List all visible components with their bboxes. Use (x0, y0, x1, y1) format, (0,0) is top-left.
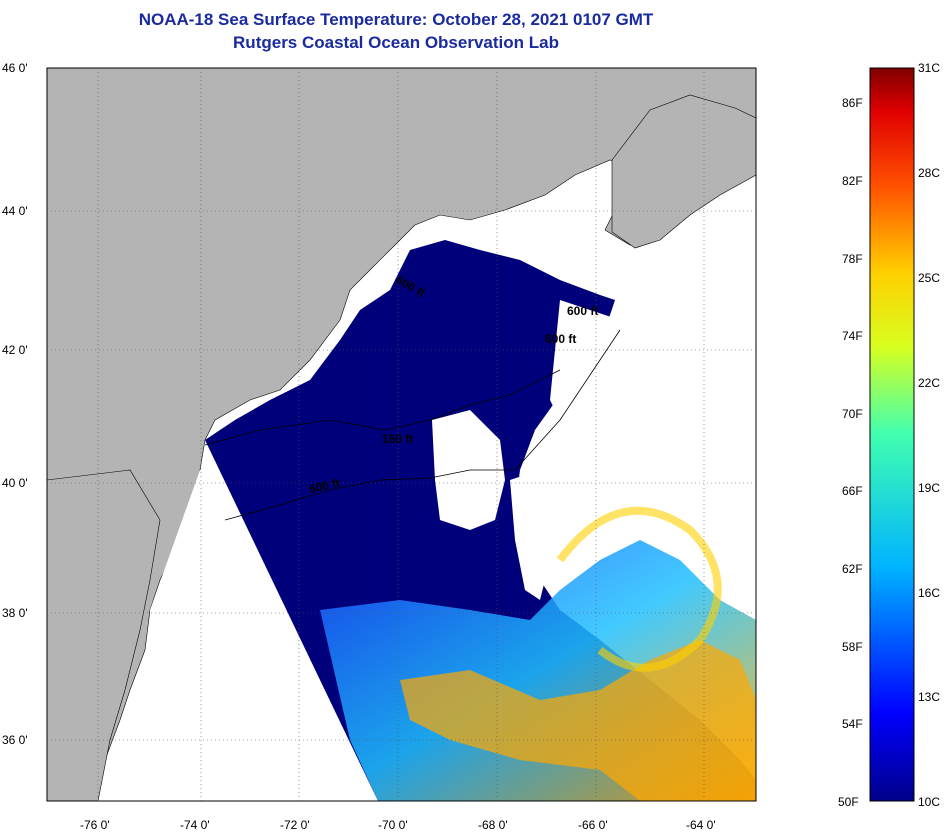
colorbar-c-label: 28C (918, 166, 941, 180)
colorbar-f-label: 74F (842, 329, 863, 343)
colorbar-c-label: 16C (918, 586, 941, 600)
colorbar-f-label: 50F (838, 795, 859, 809)
lat-tick-label: 36 0' (2, 733, 28, 747)
cloud-cover-2 (510, 470, 555, 600)
colorbar-f-label: 58F (842, 640, 863, 654)
colorbar-c-label: 19C (918, 481, 941, 495)
colorbar-c-label: 31C (918, 61, 941, 75)
lat-tick-label: 44 0' (2, 204, 28, 218)
colorbar-c-label: 13C (918, 690, 941, 704)
colorbar-f-label: 78F (842, 252, 863, 266)
colorbar-c-label: 22C (918, 376, 941, 390)
colorbar-c-label: 25C (918, 271, 941, 285)
colorbar (869, 67, 915, 802)
lon-tick-label: -76 0' (80, 818, 110, 832)
sst-warm-band (400, 640, 756, 801)
colorbar-f-label: 70F (842, 407, 863, 421)
lon-tick-label: -68 0' (478, 818, 508, 832)
colorbar-f-label: 54F (842, 717, 863, 731)
colorbar-c-label: 10C (918, 795, 941, 809)
swath-edge (150, 470, 378, 801)
lon-tick-label: -70 0' (378, 818, 408, 832)
lon-tick-label: -66 0' (578, 818, 608, 832)
map-subtitle: Rutgers Coastal Ocean Observation Lab (233, 33, 559, 52)
sst-eddy (556, 506, 722, 672)
contour-600ft (224, 329, 621, 521)
cloud-cover-3 (550, 300, 756, 480)
lon-tick-label: -72 0' (280, 818, 310, 832)
contour-150ft (204, 369, 561, 446)
contour-label: 600 ft (545, 332, 576, 346)
contour-label: 600 ft (567, 304, 598, 318)
colorbar-f-label: 82F (842, 174, 863, 188)
lat-tick-label: 46 0' (2, 61, 28, 75)
colorbar-f-label: 66F (842, 484, 863, 498)
land-mass-south (47, 469, 161, 801)
lat-tick-label: 42 0' (2, 343, 28, 357)
contour-label: 150 ft (382, 432, 413, 446)
lat-tick-label: 38 0' (2, 606, 28, 620)
land-nova-scotia (611, 94, 756, 249)
land-mass (47, 68, 756, 801)
lat-tick-label: 40 0' (2, 476, 28, 490)
contour-label: 600 ft (308, 476, 342, 496)
lon-tick-label: -64 0' (686, 818, 716, 832)
map-frame (46, 67, 757, 802)
lon-tick-label: -74 0' (180, 818, 210, 832)
colorbar-f-label: 62F (842, 562, 863, 576)
map-title: NOAA-18 Sea Surface Temperature: October… (138, 10, 654, 29)
colorbar-f-label: 86F (842, 96, 863, 110)
